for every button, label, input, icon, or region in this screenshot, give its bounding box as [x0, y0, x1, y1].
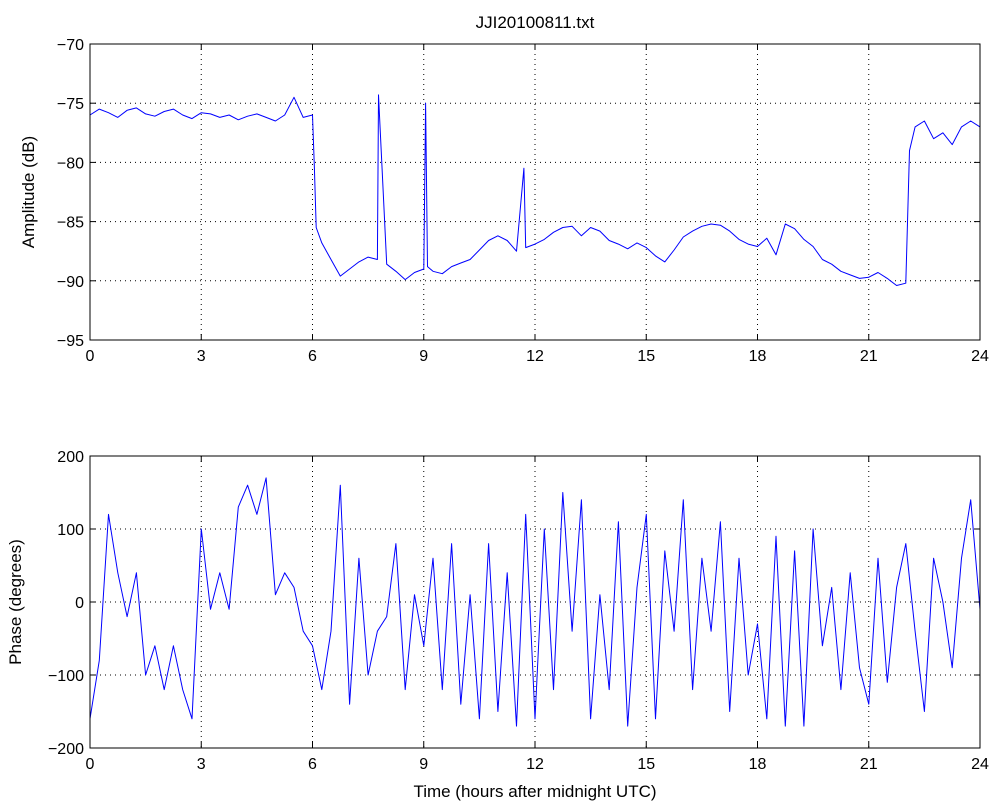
- amplitude-ytick-label: −95: [57, 333, 84, 350]
- amplitude-xtick-label: 12: [526, 348, 544, 365]
- phase-xtick-label: 24: [971, 756, 989, 773]
- amplitude-ytick-label: −90: [57, 274, 84, 291]
- amplitude-xtick-label: 21: [860, 348, 878, 365]
- amplitude-xtick-label: 18: [749, 348, 767, 365]
- amplitude-ytick-label: −85: [57, 215, 84, 232]
- phase-xtick-label: 6: [308, 756, 317, 773]
- phase-ytick-label: 100: [57, 522, 84, 539]
- phase-xtick-label: 15: [637, 756, 655, 773]
- phase-ytick-label: −100: [48, 668, 84, 685]
- amplitude-axes-frame: [89, 43, 981, 341]
- amplitude-xtick-label: 15: [637, 348, 655, 365]
- phase-ytick-label: 200: [57, 449, 84, 466]
- amplitude-title: JJI20100811.txt: [476, 13, 595, 32]
- phase-series-line: [89, 477, 981, 727]
- amplitude-ytick-label: −75: [57, 96, 84, 113]
- phase-xtick-label: 0: [86, 756, 95, 773]
- phase-xtick-label: 18: [749, 756, 767, 773]
- amplitude-axes: JJI20100811.txt Amplitude (dB) 0 3 6 9 12 15 1…: [19, 13, 989, 365]
- phase-xtick-label: 12: [526, 756, 544, 773]
- amplitude-ytick-label: −80: [57, 155, 84, 172]
- amplitude-xtick-label: 9: [419, 348, 428, 365]
- phase-ytick-label: −200: [48, 741, 84, 758]
- amplitude-ytick-label: −70: [57, 37, 84, 54]
- phase-ylabel: Phase (degrees): [6, 539, 25, 665]
- amplitude-series-line: [89, 94, 981, 286]
- amplitude-xtick-label: 0: [86, 348, 95, 365]
- amplitude-xtick-label: 3: [197, 348, 206, 365]
- phase-xtick-label: 9: [419, 756, 428, 773]
- amplitude-xtick-label: 24: [971, 348, 989, 365]
- phase-xtick-label: 3: [197, 756, 206, 773]
- phase-ytick-label: 0: [75, 595, 84, 612]
- phase-axes: Time (hours after midnight UTC) Phase (d…: [6, 449, 989, 801]
- amplitude-xtick-label: 6: [308, 348, 317, 365]
- phase-xtick-label: 21: [860, 756, 878, 773]
- amplitude-ylabel: Amplitude (dB): [19, 136, 38, 248]
- phase-xlabel: Time (hours after midnight UTC): [413, 782, 656, 801]
